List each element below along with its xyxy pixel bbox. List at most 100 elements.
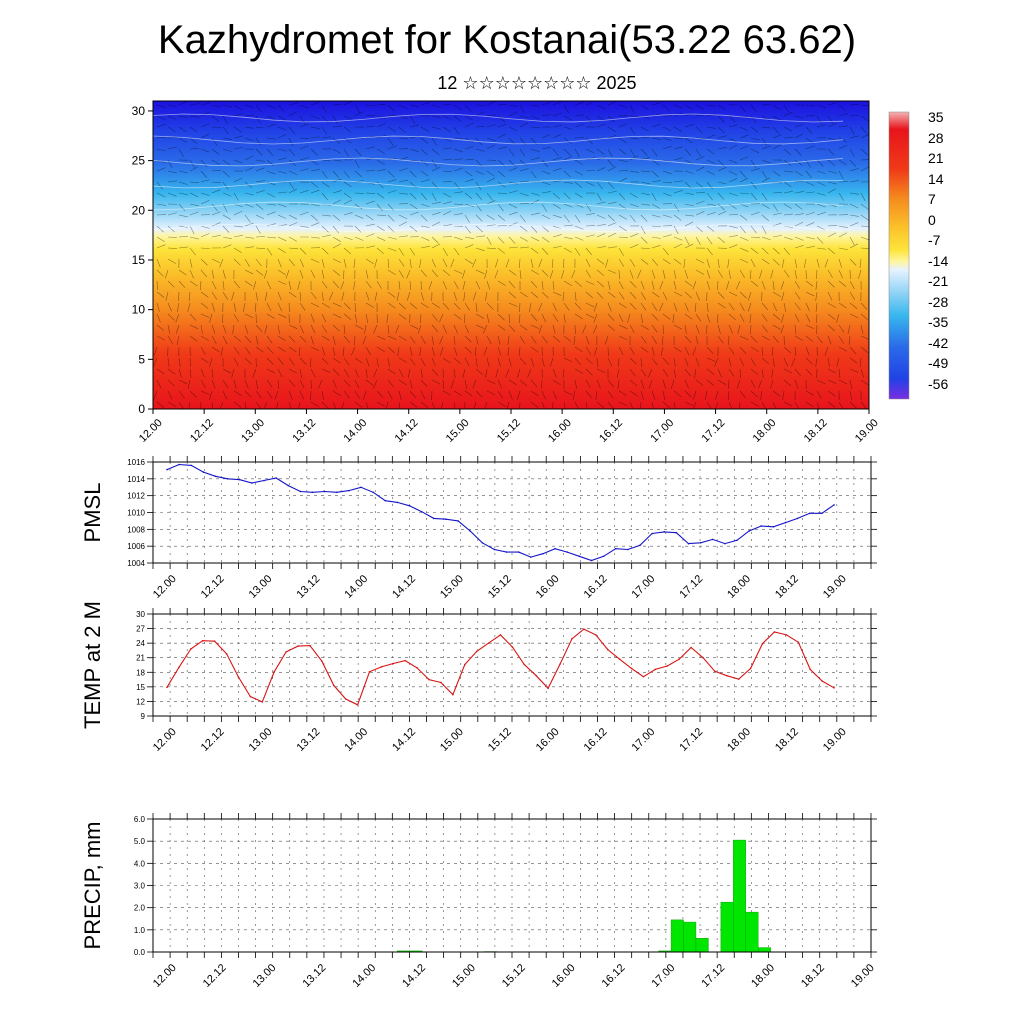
wind-barb — [485, 291, 488, 301]
wind-barb — [376, 169, 386, 172]
wind-barb — [805, 222, 815, 227]
wind-barb — [486, 137, 496, 142]
wind-barb — [827, 170, 837, 174]
wind-barb — [222, 335, 228, 345]
wind-barb — [156, 225, 164, 233]
wind-barb — [662, 126, 672, 132]
wind-barb — [321, 324, 328, 333]
wind-barb — [417, 324, 422, 334]
wind-barb — [695, 166, 705, 172]
wind-barb — [838, 159, 847, 166]
wind-barb — [353, 280, 356, 290]
wind-barb — [156, 335, 166, 341]
data-point — [201, 639, 204, 642]
wind-barb — [266, 223, 276, 227]
wind-barb — [662, 368, 669, 377]
wind-barb — [200, 302, 209, 309]
wind-barb — [574, 114, 584, 117]
wind-barb — [442, 247, 448, 256]
y-tick-label: 30 — [132, 104, 146, 118]
wind-barb — [607, 101, 617, 106]
x-tick-label: 15.00 — [450, 962, 478, 990]
wind-barb — [671, 379, 675, 389]
wind-barb — [552, 245, 562, 249]
wind-barb — [695, 148, 702, 157]
wind-barb — [387, 291, 396, 298]
wind-barb — [431, 115, 441, 118]
wind-barb — [827, 188, 837, 194]
wind-barb — [728, 302, 735, 311]
wind-barb — [167, 280, 175, 288]
wind-barb — [187, 379, 191, 389]
wind-barb — [517, 368, 521, 378]
data-point — [784, 521, 787, 524]
wind-barb — [398, 302, 406, 310]
wind-barb — [618, 335, 628, 341]
wind-barb — [420, 269, 428, 278]
y-tick-label: 30 — [136, 610, 145, 619]
wind-barb — [266, 115, 276, 120]
wind-barb — [552, 203, 561, 210]
wind-barb — [541, 203, 548, 212]
wind-barb — [167, 379, 175, 387]
wind-barb — [684, 192, 694, 195]
y-tick-label: 9 — [141, 712, 146, 721]
wind-barb — [442, 170, 452, 173]
wind-barb — [574, 148, 580, 158]
wind-barb — [385, 401, 389, 409]
wind-barb — [420, 137, 429, 144]
wind-barb — [431, 201, 441, 205]
wind-barb — [739, 156, 749, 161]
wind-barb — [640, 280, 645, 290]
wind-barb — [530, 126, 540, 129]
wind-barb — [761, 137, 768, 146]
wind-barb — [717, 324, 721, 334]
wind-barb — [189, 181, 199, 183]
wind-barb — [728, 115, 736, 123]
wind-barb — [365, 313, 369, 323]
wind-barb — [497, 115, 506, 123]
wind-barb — [772, 324, 781, 330]
wind-barb — [497, 224, 507, 227]
data-point — [249, 695, 252, 698]
data-point — [499, 634, 502, 636]
wind-barb — [794, 236, 804, 241]
wind-barb — [387, 104, 395, 112]
wind-barb — [838, 144, 848, 150]
data-point — [408, 504, 411, 507]
data-point — [590, 559, 593, 562]
wind-barb — [211, 189, 221, 194]
y-tick-label: 6.0 — [134, 815, 146, 824]
wind-barb — [750, 335, 758, 343]
wind-barb — [727, 390, 730, 400]
wind-barb — [211, 346, 220, 353]
wind-barb — [373, 379, 378, 389]
wind-barb — [431, 159, 438, 168]
wind-barb — [805, 291, 815, 297]
wind-barb — [662, 181, 672, 184]
wind-barb — [332, 346, 336, 356]
wind-barb — [849, 313, 859, 319]
wind-barb — [629, 203, 639, 208]
wind-barb — [167, 192, 177, 197]
wind-barb — [156, 313, 161, 323]
wind-barb — [618, 177, 628, 183]
wind-barb — [343, 170, 350, 179]
wind-barb — [563, 258, 565, 268]
wind-barb — [728, 159, 738, 164]
wind-barb — [222, 291, 228, 300]
wind-barb — [530, 313, 538, 321]
wind-barb — [838, 225, 848, 228]
wind-barb — [285, 269, 290, 279]
wind-barb — [495, 258, 499, 268]
wind-barb — [640, 192, 650, 196]
wind-barb — [420, 368, 423, 378]
wind-barb — [717, 210, 727, 216]
wind-barb — [794, 191, 804, 194]
wind-barb — [541, 401, 545, 409]
wind-barb — [761, 258, 770, 265]
wind-barb — [662, 145, 672, 150]
data-point — [602, 555, 605, 558]
